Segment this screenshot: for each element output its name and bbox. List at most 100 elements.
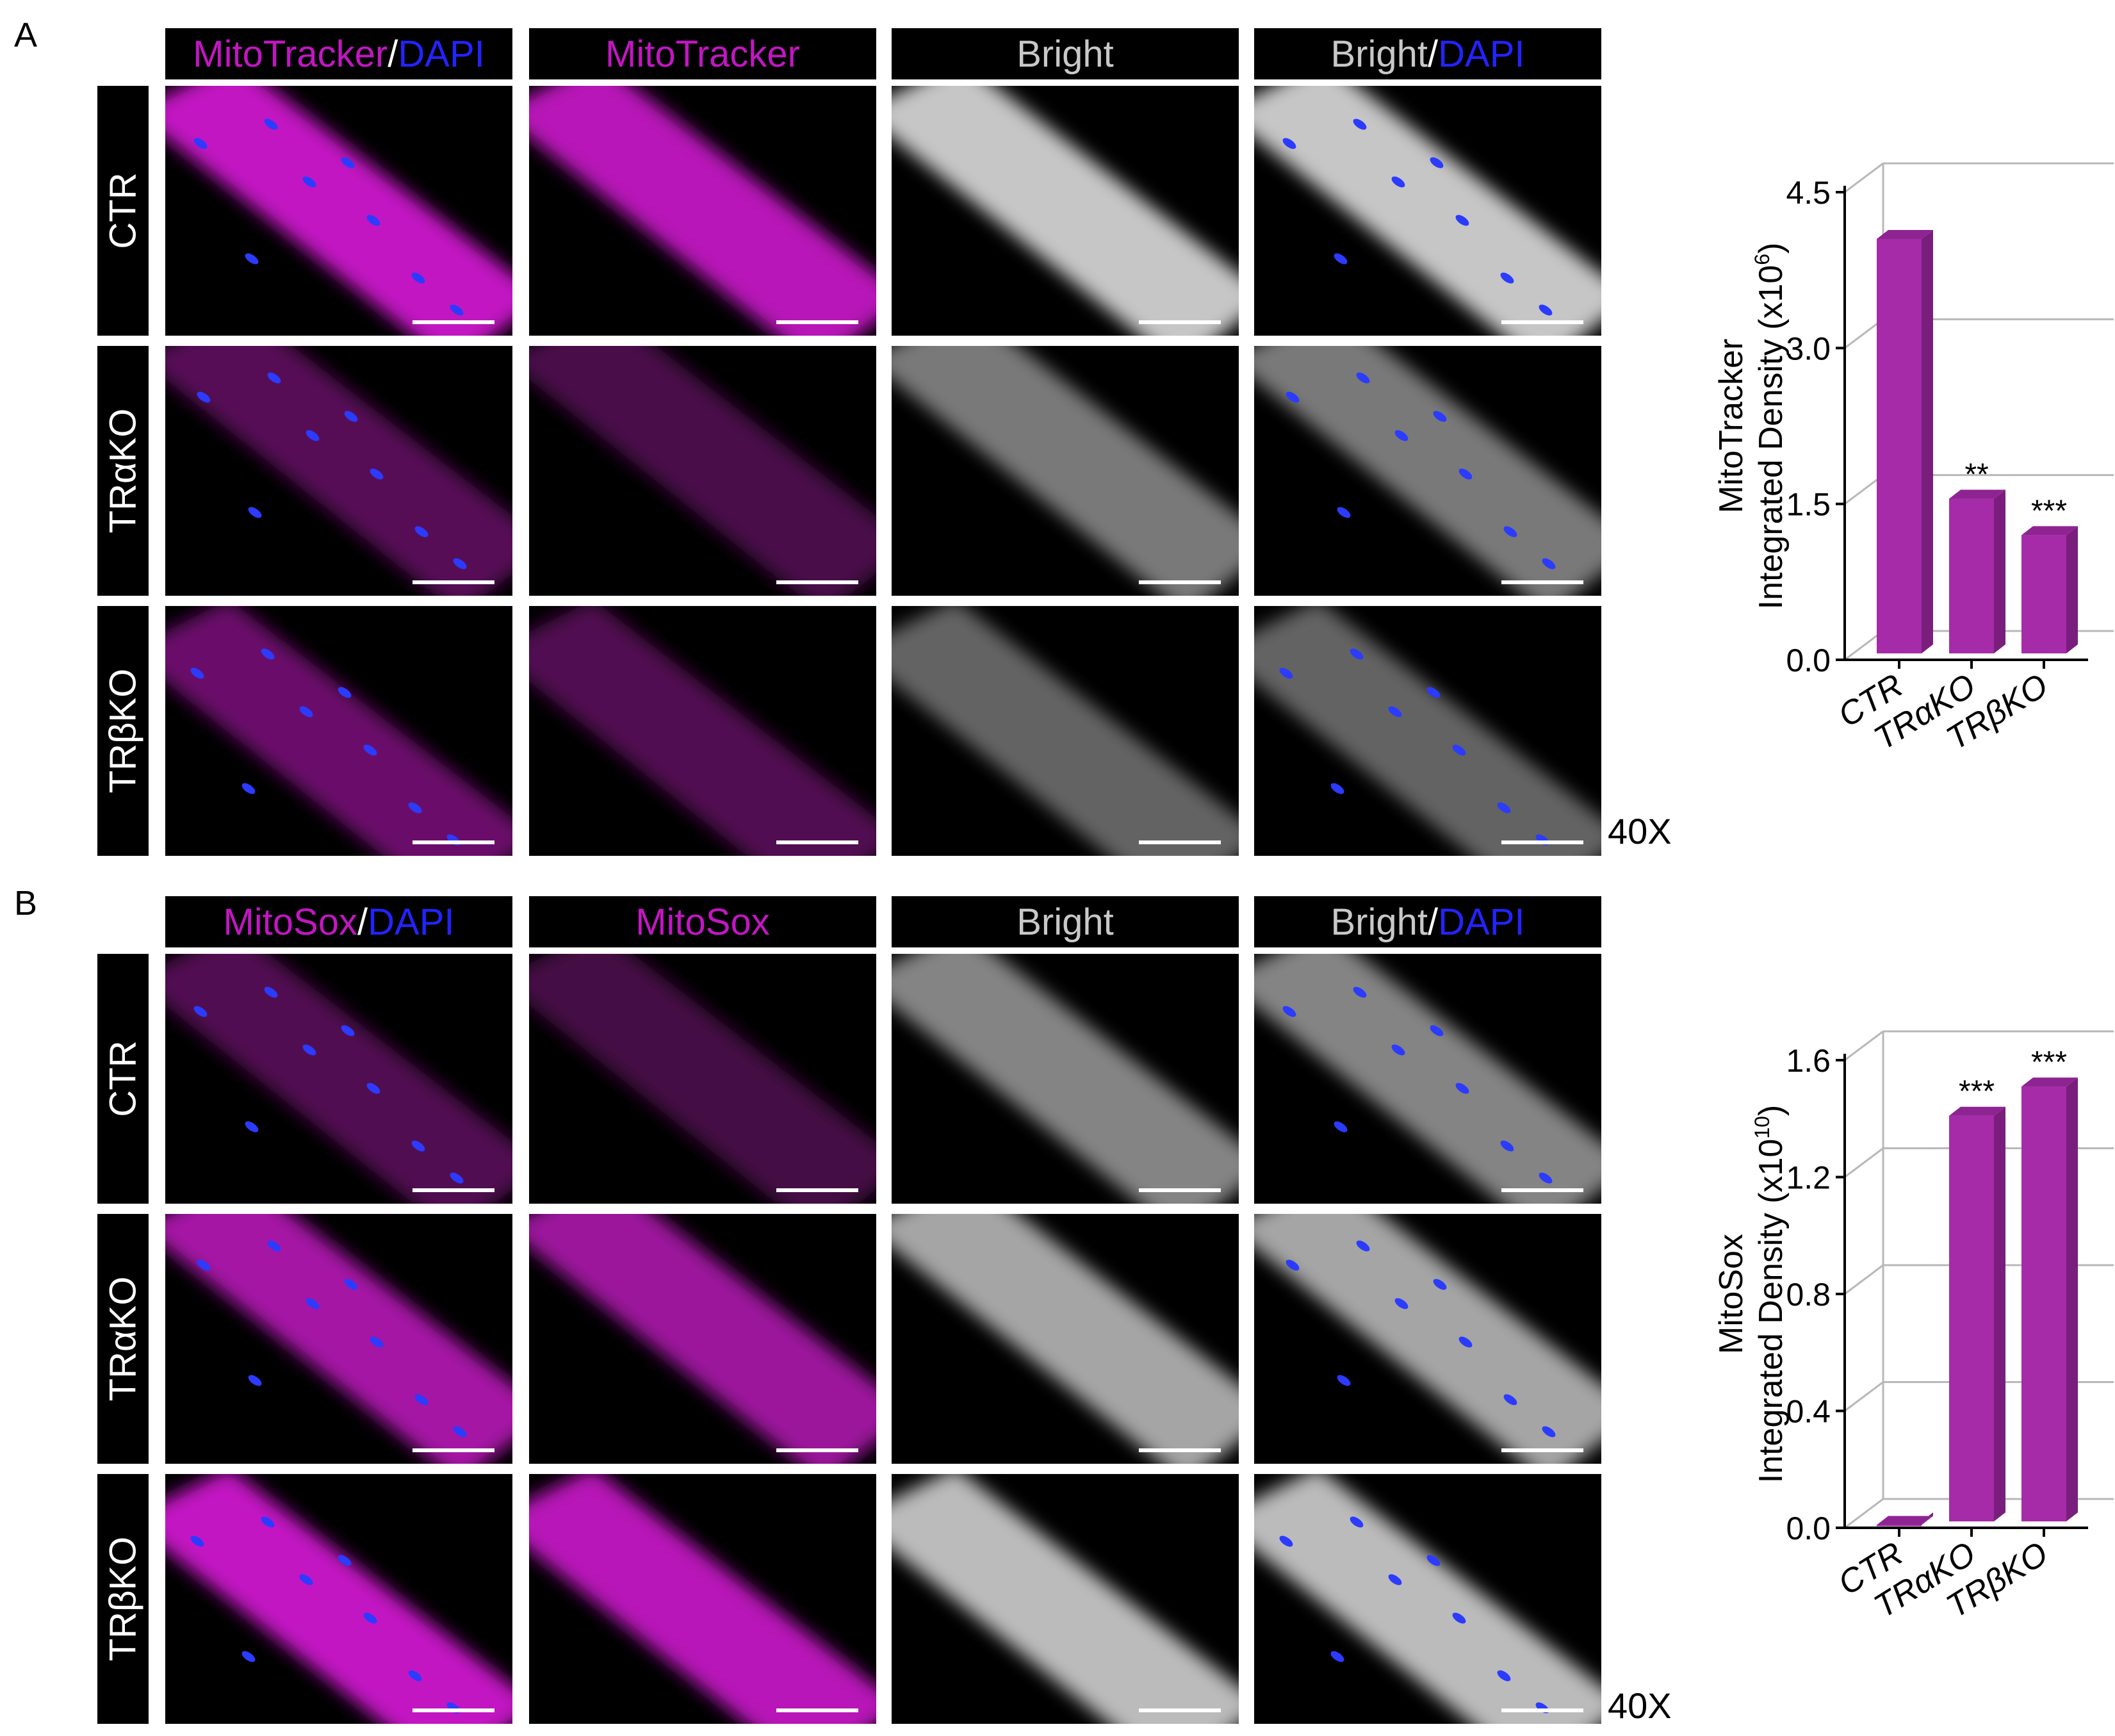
column-header-part: Bright: [1330, 33, 1428, 75]
bar-top: [2021, 526, 2078, 536]
magnification-label: 40X: [1608, 811, 1672, 851]
micrograph: [165, 1214, 512, 1464]
muscle-fiber: [165, 1474, 512, 1724]
bar: [2021, 1086, 2066, 1521]
nucleus: [1542, 1426, 1556, 1437]
bar: [1949, 498, 1994, 653]
scale-bar: [776, 1708, 858, 1712]
nucleus: [1455, 1083, 1469, 1094]
row-label-text: TRαKO: [102, 408, 144, 534]
micrograph: [892, 1474, 1239, 1724]
micrograph: [1254, 1214, 1601, 1464]
nucleus: [1394, 1298, 1409, 1309]
nucleus: [1279, 1535, 1293, 1547]
significance-label: ***: [1959, 1075, 1995, 1109]
significance-label: ***: [2031, 1045, 2067, 1079]
column-header-part: Bright: [1330, 901, 1428, 943]
bar-side: [1922, 230, 1933, 653]
nucleus: [341, 157, 355, 168]
column-header: MitoTracker: [529, 28, 876, 79]
nucleus: [363, 744, 377, 756]
nucleus: [1503, 1394, 1517, 1405]
micrograph: [529, 1214, 876, 1464]
nucleus: [1458, 1336, 1473, 1348]
bar-side: [2066, 526, 2078, 653]
micrograph: [529, 1474, 876, 1724]
nucleus: [344, 1279, 358, 1290]
nucleus: [1433, 1279, 1447, 1290]
micrograph: [892, 346, 1239, 596]
nucleus: [1330, 1651, 1344, 1662]
nucleus: [1452, 744, 1466, 756]
row-label: TRβKO: [97, 1474, 149, 1724]
nucleus: [264, 119, 278, 130]
row-label-text: CTR: [102, 172, 144, 249]
nucleus: [306, 430, 320, 441]
nucleus: [248, 1375, 262, 1386]
y-tick-label: 4.5: [1786, 175, 1831, 211]
micrograph: [529, 346, 876, 596]
column-header-part: Bright: [1017, 33, 1114, 75]
nucleus: [414, 1394, 429, 1405]
nucleus: [1330, 783, 1344, 794]
nucleus: [190, 1535, 204, 1547]
micrograph: [529, 954, 876, 1204]
micrograph: [1254, 606, 1601, 856]
y-tick-label: 0.0: [1786, 1511, 1831, 1546]
nucleus: [1539, 304, 1553, 316]
scale-bar: [412, 840, 494, 844]
nucleus: [1282, 1006, 1296, 1017]
muscle-fiber: [1254, 1214, 1601, 1464]
muscle-fiber: [165, 346, 512, 596]
nucleus: [338, 1555, 352, 1566]
nucleus: [190, 667, 204, 679]
nucleus: [193, 1006, 208, 1017]
nucleus: [1426, 1555, 1441, 1566]
nucleus: [411, 1140, 425, 1152]
nucleus: [1433, 411, 1447, 422]
bar-side: [1994, 1106, 2005, 1521]
micrograph: [1254, 1474, 1601, 1724]
nucleus: [344, 411, 358, 422]
significance-label: **: [1964, 458, 1988, 492]
row-label-text: CTR: [102, 1040, 144, 1117]
muscle-fiber: [529, 86, 876, 336]
y-axis-label: MitoSox: [1713, 1234, 1750, 1354]
nucleus: [366, 1083, 380, 1094]
y-tick-label: 0.0: [1786, 643, 1831, 678]
nucleus: [450, 1172, 464, 1184]
micrograph: [529, 86, 876, 336]
muscle-fiber: [165, 86, 512, 336]
y-axis-label-units: Integrated Density (x1010): [1751, 1105, 1790, 1484]
nucleus: [306, 1298, 320, 1309]
muscle-fiber: [529, 1214, 876, 1464]
nucleus: [302, 1044, 316, 1056]
nucleus: [1497, 802, 1511, 814]
muscle-fiber: [529, 346, 876, 596]
bar-side: [1994, 489, 2005, 653]
nucleus: [1286, 391, 1300, 403]
y-tick-label: 0.8: [1786, 1277, 1831, 1313]
micrograph: [165, 606, 512, 856]
scale-bar: [1501, 1448, 1583, 1452]
panel-letter: A: [14, 16, 38, 54]
nucleus: [1430, 157, 1444, 168]
nucleus: [1286, 1259, 1300, 1271]
column-header-part: /: [1428, 901, 1439, 943]
micrograph: [1254, 346, 1601, 596]
micrograph: [165, 346, 512, 596]
scale-bar: [776, 580, 858, 584]
scale-bar: [1139, 1708, 1221, 1712]
panel-letter: B: [14, 884, 38, 922]
column-header-part: /: [357, 901, 368, 943]
row-label-text: TRαKO: [102, 1276, 144, 1402]
micrograph: [892, 954, 1239, 1204]
nucleus: [197, 1259, 211, 1271]
y-axis-label: MitoTracker: [1713, 339, 1750, 514]
nucleus: [363, 1612, 377, 1624]
nucleus: [1500, 272, 1514, 284]
row-label: TRαKO: [97, 346, 149, 596]
muscle-fiber: [892, 606, 1239, 856]
nucleus: [261, 648, 275, 660]
nucleus: [408, 802, 422, 814]
